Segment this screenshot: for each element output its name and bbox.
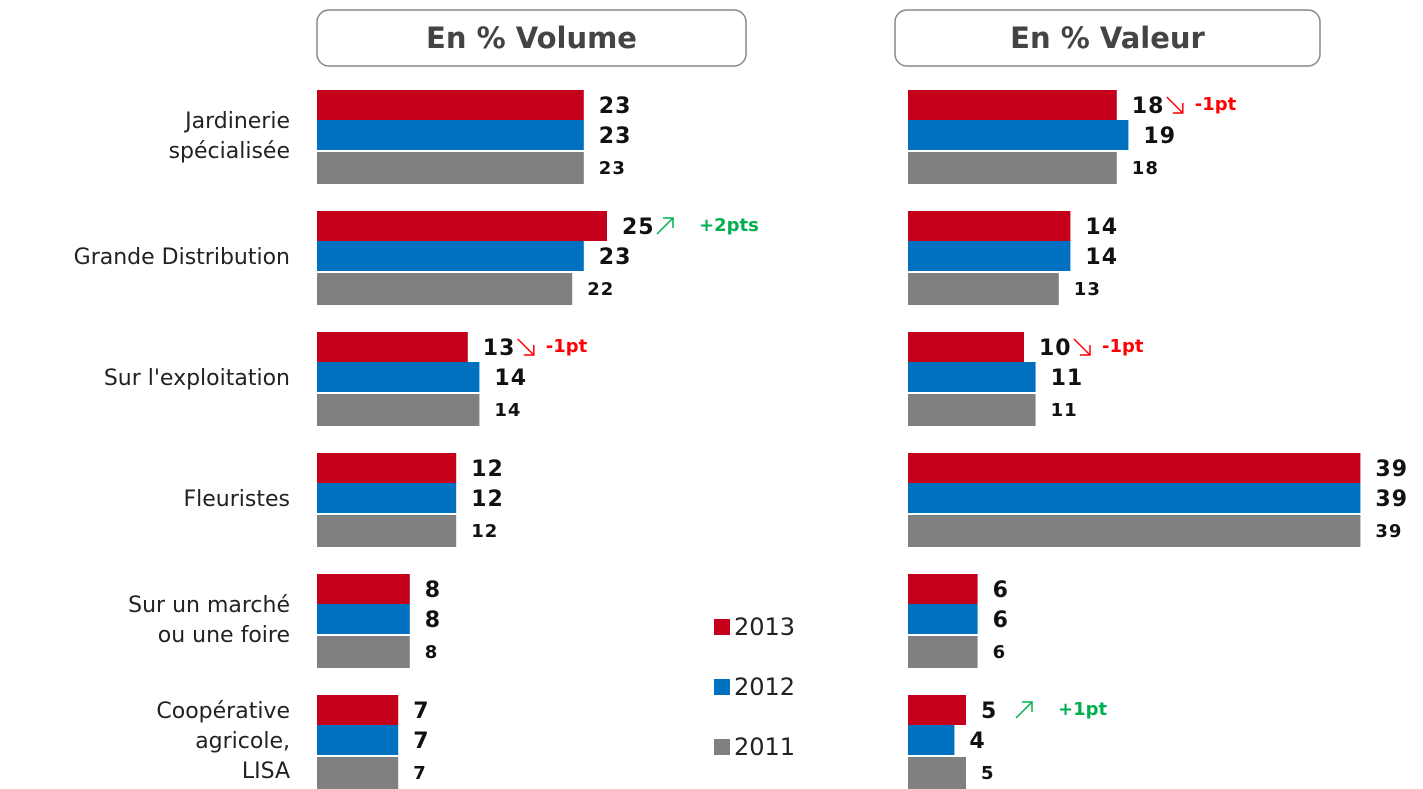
value-label: 8	[425, 578, 441, 603]
value-label: 14	[494, 400, 521, 421]
value-label: 7	[413, 729, 429, 754]
category-label: Grande Distribution	[74, 245, 290, 270]
bar	[317, 120, 584, 150]
legend-label: 2012	[734, 673, 795, 701]
trend-label: -1pt	[1102, 336, 1144, 357]
panel-title-box	[316, 9, 747, 67]
bar	[908, 362, 1036, 392]
bar	[317, 483, 457, 513]
category-label: Jardinerie spécialisée	[169, 109, 290, 164]
value-label: 14	[1085, 245, 1118, 270]
value-label: 12	[471, 487, 504, 512]
bar	[317, 90, 584, 120]
bar	[317, 574, 410, 604]
value-label: 13	[1074, 279, 1101, 300]
bar	[908, 90, 1117, 120]
bar	[908, 241, 1071, 271]
value-label: 18	[1132, 158, 1159, 179]
trend-arrow	[517, 338, 535, 356]
category-label: Coopérative agricole, LISA	[156, 699, 290, 784]
value-label: 8	[425, 642, 439, 663]
bar	[908, 273, 1059, 305]
trend-arrow	[1166, 96, 1184, 114]
bar	[317, 515, 457, 547]
bar	[908, 757, 966, 789]
trend-label: -1pt	[546, 336, 588, 357]
bar	[317, 636, 410, 668]
value-label: 23	[599, 124, 632, 149]
value-label: 4	[969, 729, 985, 754]
category-label: Sur un marché ou une foire	[128, 593, 290, 648]
trend-arrow	[1015, 701, 1033, 719]
bar	[317, 757, 399, 789]
value-label: 18	[1132, 94, 1165, 119]
bar	[908, 332, 1024, 362]
panel-title: En % Volume	[426, 21, 637, 55]
bar	[317, 152, 584, 184]
value-label: 6	[993, 642, 1007, 663]
value-label: 39	[1375, 487, 1408, 512]
bar	[317, 241, 584, 271]
value-label: 8	[425, 608, 441, 633]
trend-arrow	[1073, 338, 1091, 356]
bar	[908, 725, 955, 755]
bar	[317, 394, 480, 426]
bar	[317, 332, 468, 362]
value-label: 23	[599, 158, 626, 179]
legend-swatch	[714, 619, 730, 635]
bar	[908, 483, 1361, 513]
bar	[908, 211, 1071, 241]
value-label: 6	[993, 608, 1009, 633]
value-label: 23	[599, 245, 632, 270]
bar	[908, 636, 978, 668]
value-label: 7	[413, 699, 429, 724]
trend-label: +2pts	[699, 215, 759, 236]
value-label: 25	[622, 215, 655, 240]
value-label: 19	[1143, 124, 1176, 149]
value-label: 12	[471, 457, 504, 482]
value-label: 5	[981, 763, 995, 784]
legend-swatch	[714, 739, 730, 755]
value-label: 12	[471, 521, 498, 542]
bar	[908, 604, 978, 634]
bar	[317, 453, 457, 483]
panel-title-box	[894, 9, 1321, 67]
bar	[908, 453, 1361, 483]
category-label: Fleuristes	[184, 487, 291, 512]
legend-label: 2013	[734, 613, 795, 641]
value-label: 7	[413, 763, 427, 784]
bar	[908, 515, 1361, 547]
bar	[317, 604, 410, 634]
value-label: 14	[494, 366, 527, 391]
bar	[908, 695, 966, 725]
value-label: 13	[483, 336, 516, 361]
bar	[908, 394, 1036, 426]
trend-label: +1pt	[1058, 699, 1107, 720]
value-label: 11	[1051, 400, 1078, 421]
value-label: 39	[1375, 521, 1402, 542]
trend-arrow	[656, 217, 674, 235]
bar	[908, 120, 1129, 150]
value-label: 6	[993, 578, 1009, 603]
category-label: Sur l'exploitation	[104, 366, 290, 391]
value-label: 22	[587, 279, 614, 300]
bar	[908, 574, 978, 604]
bar	[317, 211, 607, 241]
legend-swatch	[714, 679, 730, 695]
value-label: 39	[1375, 457, 1408, 482]
value-label: 14	[1085, 215, 1118, 240]
legend-label: 2011	[734, 733, 795, 761]
value-label: 23	[599, 94, 632, 119]
value-label: 11	[1051, 366, 1084, 391]
bar	[317, 695, 399, 725]
bar	[908, 152, 1117, 184]
bar	[317, 725, 399, 755]
bar	[317, 362, 480, 392]
panel-title: En % Valeur	[1010, 21, 1205, 55]
value-label: 10	[1039, 336, 1072, 361]
bar	[317, 273, 573, 305]
trend-label: -1pt	[1195, 94, 1237, 115]
value-label: 5	[981, 699, 997, 724]
